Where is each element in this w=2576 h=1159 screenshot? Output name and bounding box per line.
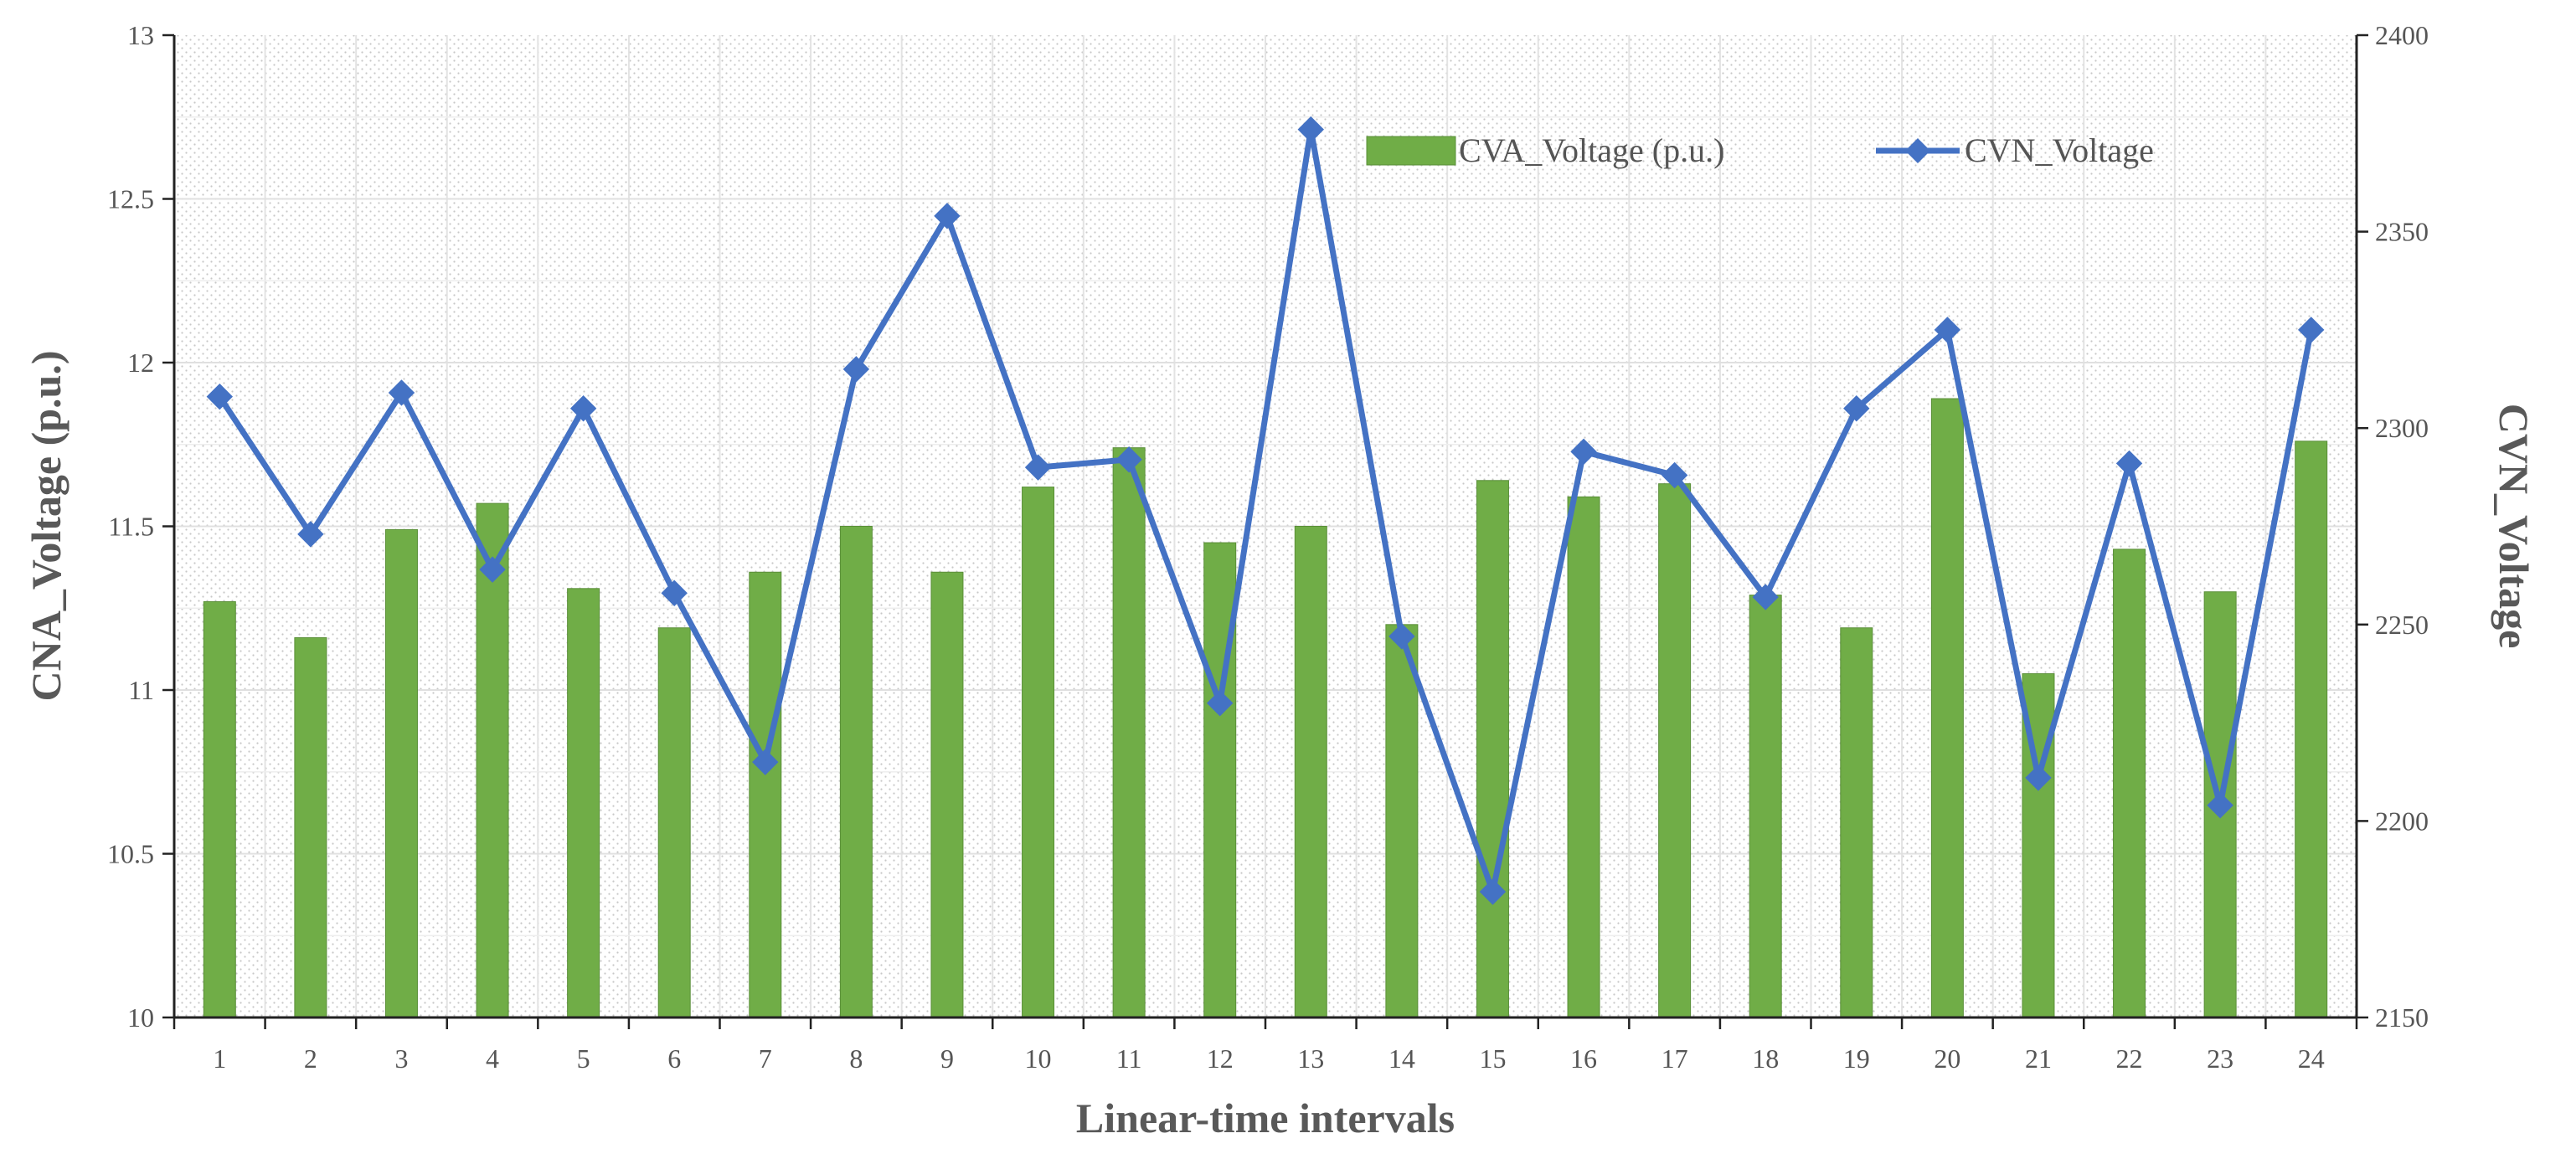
x-tick-label: 21 <box>2025 1043 2052 1074</box>
bar <box>1112 447 1146 1018</box>
line-series <box>206 116 2325 905</box>
x-tick-label: 7 <box>759 1043 772 1074</box>
x-tick-label: 15 <box>1479 1043 1506 1074</box>
legend-label: CVN_Voltage <box>1965 131 2154 169</box>
line-marker <box>388 379 415 406</box>
line-marker <box>1752 584 1779 610</box>
x-tick-label: 23 <box>2207 1043 2233 1074</box>
y-tick-label: 12 <box>127 348 154 378</box>
x-tick-label: 18 <box>1752 1043 1779 1074</box>
x-tick-label: 1 <box>213 1043 226 1074</box>
bar-series <box>203 398 2328 1018</box>
y2-tick-label: 2350 <box>2375 217 2429 247</box>
line-marker <box>1207 689 1234 717</box>
bar <box>657 627 691 1018</box>
y2-tick-label: 2250 <box>2375 610 2429 640</box>
bar <box>749 571 782 1018</box>
y-tick-label: 13 <box>127 20 154 50</box>
line-marker <box>2115 450 2143 477</box>
x-tick-label: 8 <box>849 1043 863 1074</box>
y2-tick-label: 2400 <box>2375 20 2429 50</box>
x-tick-label: 20 <box>1934 1043 1960 1074</box>
axes: 1010.51111.51212.51321502200225023002350… <box>107 20 2429 1074</box>
bar <box>1840 627 1873 1018</box>
bar <box>930 571 964 1018</box>
bar <box>1658 483 1692 1018</box>
x-axis-title: Linear-time intervals <box>1076 1095 1455 1141</box>
legend-marker <box>1905 138 1930 163</box>
line-marker <box>206 383 233 410</box>
line-marker <box>1570 438 1597 466</box>
bar <box>839 526 873 1018</box>
line-marker <box>2207 791 2233 819</box>
line-marker <box>752 749 779 775</box>
x-tick-label: 11 <box>1116 1043 1142 1074</box>
line-marker <box>661 580 688 606</box>
x-tick-label: 13 <box>1297 1043 1324 1074</box>
bar <box>2113 549 2146 1018</box>
bar <box>1294 526 1327 1018</box>
line-marker <box>2025 765 2052 791</box>
line-marker <box>1388 623 1415 650</box>
y-axis-title: CNA_Voltage (p.u.) <box>23 351 70 702</box>
x-tick-label: 10 <box>1025 1043 1052 1074</box>
x-tick-label: 16 <box>1570 1043 1597 1074</box>
line-marker <box>1934 317 1961 343</box>
legend: CVA_Voltage (p.u.) CVN_Voltage <box>1366 131 2154 169</box>
grid-lines <box>174 35 2357 1017</box>
y-tick-label: 11 <box>128 675 154 705</box>
bar <box>1203 542 1237 1018</box>
y2-axis-title: CVN_Voltage <box>2491 404 2537 649</box>
cvn-voltage-line <box>216 126 2315 895</box>
y-tick-label: 10.5 <box>107 839 154 869</box>
x-tick-label: 4 <box>486 1043 499 1074</box>
y2-tick-label: 2300 <box>2375 413 2429 443</box>
line-marker <box>1661 461 1688 489</box>
y-tick-label: 11.5 <box>108 512 154 542</box>
x-tick-label: 22 <box>2116 1043 2143 1074</box>
y-tick-label: 10 <box>127 1002 154 1033</box>
line-marker <box>1115 446 1142 473</box>
line-marker <box>934 203 961 229</box>
x-tick-label: 5 <box>577 1043 590 1074</box>
legend-label: CVA_Voltage (p.u.) <box>1459 131 1724 169</box>
line-marker <box>1024 454 1052 481</box>
bar <box>1930 398 1964 1018</box>
y2-tick-label: 2150 <box>2375 1002 2429 1033</box>
bar <box>1385 624 1419 1018</box>
bar <box>567 588 600 1018</box>
line-marker <box>569 395 597 422</box>
bar <box>203 600 236 1018</box>
bar <box>2295 440 2328 1018</box>
bar <box>1567 496 1600 1018</box>
line-marker <box>1297 116 1324 143</box>
axis-titles: Linear-time intervals CNA_Voltage (p.u.)… <box>23 351 2537 1142</box>
x-tick-label: 17 <box>1662 1043 1688 1074</box>
x-tick-label: 19 <box>1843 1043 1870 1074</box>
bar <box>294 636 327 1018</box>
bar <box>384 528 418 1018</box>
x-tick-label: 14 <box>1388 1043 1415 1074</box>
y2-tick-label: 2200 <box>2375 806 2429 836</box>
bar <box>1749 595 1782 1018</box>
x-tick-label: 9 <box>940 1043 954 1074</box>
x-tick-label: 3 <box>394 1043 408 1074</box>
line-marker <box>1843 395 1870 422</box>
x-tick-label: 2 <box>304 1043 317 1074</box>
line-marker <box>842 356 870 383</box>
x-tick-label: 12 <box>1207 1043 1234 1074</box>
line-marker <box>479 556 506 583</box>
bar <box>1476 480 1509 1018</box>
line-marker <box>297 521 324 548</box>
x-tick-label: 24 <box>2298 1043 2325 1074</box>
line-marker <box>1479 878 1507 905</box>
x-tick-label: 6 <box>667 1043 681 1074</box>
legend-bar-swatch <box>1366 136 1456 166</box>
bar <box>476 502 509 1018</box>
line-marker <box>2298 317 2325 343</box>
y-tick-label: 12.5 <box>107 184 154 214</box>
bar <box>1022 487 1055 1018</box>
